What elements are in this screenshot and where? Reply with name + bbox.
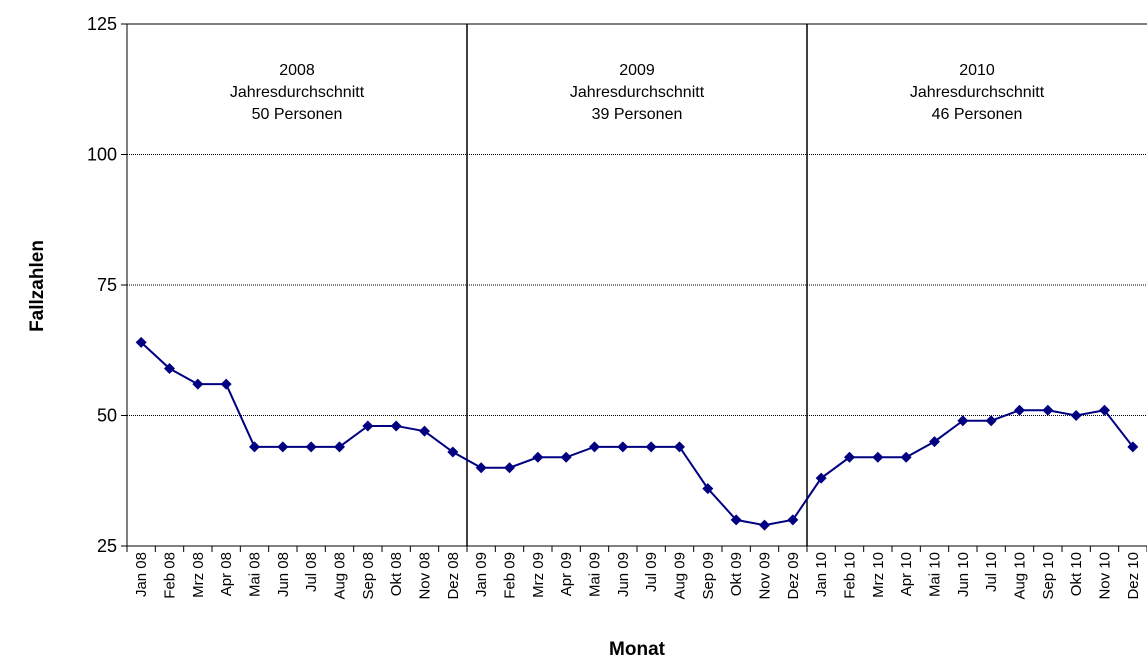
x-tick-label: Jun 08: [275, 552, 292, 597]
data-point: [390, 420, 402, 432]
y-axis-ticks: 25 50 75 100 125: [87, 14, 127, 556]
data-point: [900, 451, 912, 463]
data-point: [617, 441, 629, 453]
x-tick-label: Feb 08: [162, 552, 179, 599]
data-point: [1042, 404, 1054, 416]
data-point: [277, 441, 289, 453]
x-tick-label: Nov 08: [417, 552, 434, 600]
period-label: Jahresdurchschnitt: [570, 84, 705, 101]
data-point: [419, 425, 430, 437]
x-tick-label: Okt 08: [388, 552, 405, 596]
x-tick-label: Dez 10: [1125, 552, 1142, 600]
x-tick-label: Aug 09: [672, 552, 689, 600]
data-point: [334, 441, 345, 453]
x-tick-label: Jan 10: [813, 552, 830, 597]
data-point: [135, 336, 147, 348]
period-label: Jahresdurchschnitt: [910, 84, 1045, 101]
period-average: 50 Personen: [252, 106, 343, 123]
data-point: [220, 378, 232, 390]
x-tick-label: Mrz 09: [530, 552, 547, 598]
x-tick-label: Mai 09: [587, 552, 604, 597]
x-tick-label: Okt 10: [1068, 552, 1085, 596]
y-tick-label: 50: [97, 406, 117, 426]
data-point: [560, 451, 572, 463]
x-tick-label: Jun 09: [615, 552, 632, 597]
data-series: [135, 336, 1139, 531]
x-tick-label: Feb 10: [842, 552, 859, 599]
period-average: 39 Personen: [592, 106, 683, 123]
y-tick-label: 75: [97, 275, 117, 295]
x-tick-label: Apr 08: [218, 552, 235, 596]
x-tick-label: Jul 08: [303, 552, 320, 592]
x-tick-label: Okt 09: [728, 552, 745, 596]
data-point: [589, 441, 600, 453]
data-point: [730, 514, 742, 526]
x-axis-ticks: Jan 08 Feb 08 Mrz 08 Apr 08 Mai 08 Jun 08 Jul …: [126, 546, 1147, 600]
period-label: Jahresdurchschnitt: [230, 84, 365, 101]
data-point: [532, 451, 544, 463]
x-tick-label: Aug 08: [332, 552, 349, 600]
x-tick-label: Aug 10: [1012, 552, 1029, 600]
period-year: 2009: [619, 62, 655, 79]
x-tick-label: Sep 10: [1040, 552, 1057, 600]
data-point: [447, 446, 459, 458]
x-tick-label: Mai 10: [927, 552, 944, 597]
data-point: [1014, 404, 1025, 416]
x-tick-label: Nov 09: [757, 552, 774, 600]
data-point: [305, 441, 317, 453]
data-point: [1127, 441, 1139, 453]
x-tick-label: Nov 10: [1097, 552, 1114, 600]
data-point: [674, 441, 685, 453]
data-point: [164, 363, 175, 375]
year-annotations: 2008 Jahresdurchschnitt 50 Personen 2009 Jah…: [230, 62, 1045, 123]
data-point: [844, 451, 855, 463]
data-point: [1070, 410, 1082, 421]
x-tick-label: Mrz 08: [190, 552, 207, 598]
y-tick-label: 100: [87, 145, 117, 165]
data-point: [759, 519, 770, 531]
series-line: [140, 341, 1134, 527]
x-tick-label: Jan 09: [473, 552, 490, 597]
data-point: [504, 462, 515, 474]
x-tick-label: Jun 10: [955, 552, 972, 597]
data-point: [985, 415, 997, 427]
data-point: [1099, 404, 1110, 416]
data-point: [249, 441, 260, 453]
data-point: [787, 514, 799, 526]
period-average: 46 Personen: [932, 106, 1023, 123]
period-year: 2010: [959, 62, 995, 79]
x-tick-label: Mai 08: [247, 552, 264, 597]
x-tick-label: Jul 09: [643, 552, 660, 592]
data-point: [645, 441, 657, 453]
x-tick-label: Jul 10: [983, 552, 1000, 592]
x-tick-label: Apr 09: [558, 552, 575, 596]
x-tick-label: Apr 10: [898, 552, 915, 596]
x-tick-label: Mrz 10: [870, 552, 887, 598]
x-tick-label: Jan 08: [133, 552, 150, 597]
data-point: [362, 420, 374, 432]
y-tick-label: 25: [97, 536, 117, 556]
data-point: [192, 378, 204, 390]
x-tick-label: Dez 09: [785, 552, 802, 600]
x-tick-label: Sep 08: [360, 552, 377, 600]
gridlines: [127, 23, 1147, 416]
data-point: [929, 436, 940, 448]
x-tick-label: Sep 09: [700, 552, 717, 600]
period-year: 2008: [279, 62, 315, 79]
y-tick-label: 125: [87, 14, 117, 34]
data-point: [475, 462, 487, 474]
data-point: [957, 415, 969, 427]
data-point: [815, 472, 827, 484]
data-point: [702, 483, 714, 495]
x-tick-label: Feb 09: [502, 552, 519, 599]
x-axis-title: Monat: [609, 639, 666, 660]
data-point: [872, 451, 884, 463]
y-axis-title: Fallzahlen: [27, 240, 48, 332]
x-tick-label: Dez 08: [445, 552, 462, 600]
